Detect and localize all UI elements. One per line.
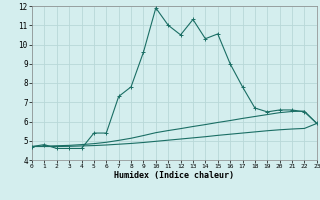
X-axis label: Humidex (Indice chaleur): Humidex (Indice chaleur)	[115, 171, 234, 180]
